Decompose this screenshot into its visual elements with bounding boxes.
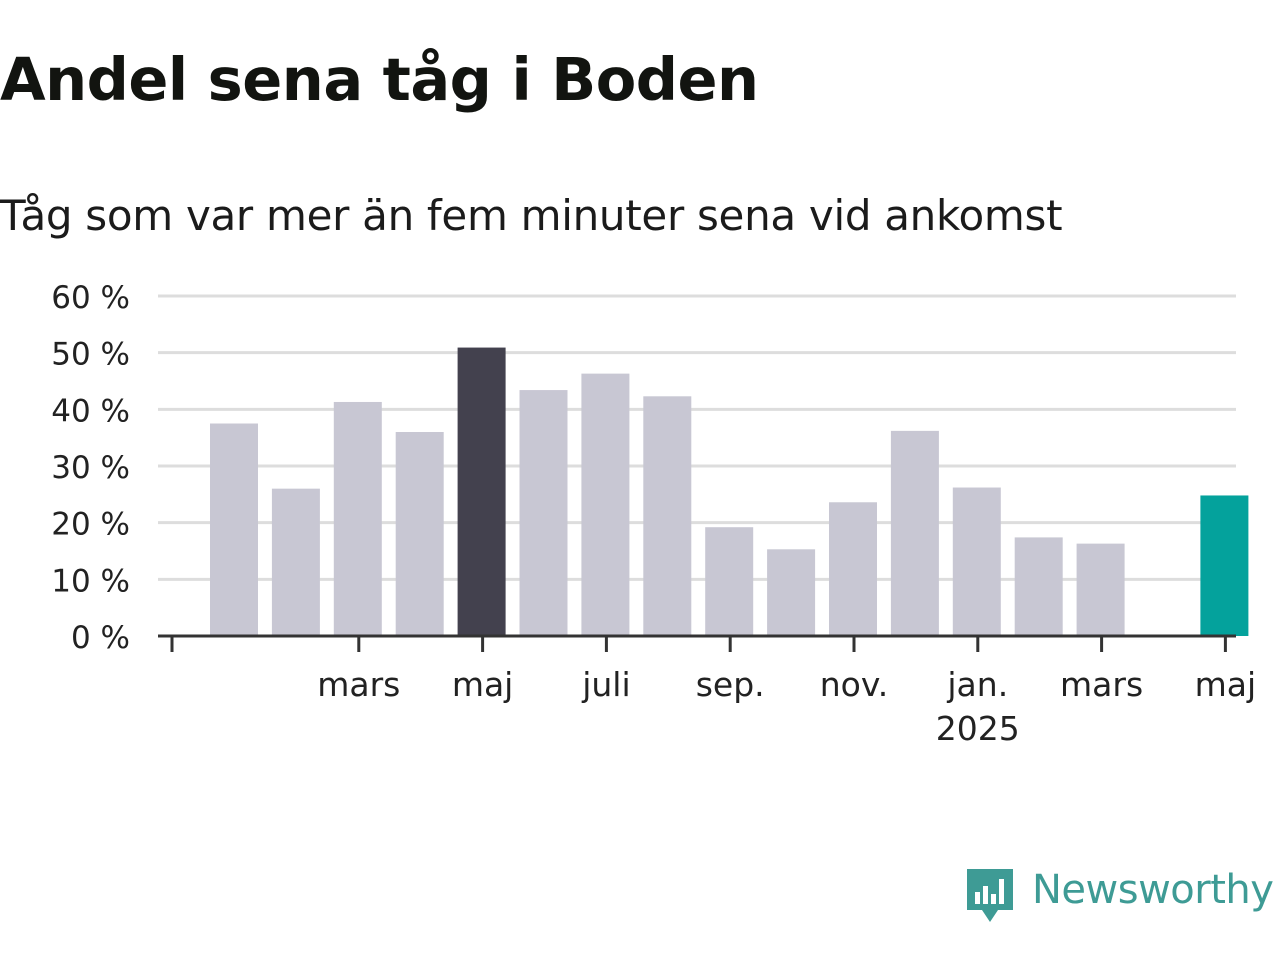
x-tick-label: maj <box>452 665 514 704</box>
y-tick-label: 50 % <box>51 337 130 373</box>
y-tick-label: 10 % <box>51 563 130 599</box>
y-tick-label: 40 % <box>51 393 130 429</box>
bar-2025-03 <box>1076 543 1125 636</box>
x-tick-label: jan. <box>946 665 1008 704</box>
bar-2024-02 <box>271 488 320 636</box>
chart-title: Andel sena tåg i Boden <box>0 45 759 114</box>
bar-2024-04 <box>395 432 444 636</box>
bar-2024-07 <box>581 373 630 636</box>
bars <box>210 347 1249 636</box>
x-tick-label: maj <box>1195 665 1257 704</box>
bar-2024-08 <box>643 396 692 636</box>
x-tick-label: sep. <box>696 665 765 704</box>
bar-2024-12 <box>890 430 939 636</box>
x-tick-label: nov. <box>820 665 889 704</box>
y-tick-label: 20 % <box>51 507 130 543</box>
x-tick-label: mars <box>317 665 400 704</box>
y-tick-label: 0 % <box>71 620 130 656</box>
chart-subtitle: Tåg som var mer än fem minuter sena vid … <box>0 191 1063 240</box>
bar-chart: 0 % 10 % 20 % 30 % 40 % 50 % 60 % mars maj juli s… <box>51 280 1256 748</box>
bar-2024-05 <box>457 347 506 636</box>
bar-2024-11 <box>829 502 877 636</box>
newsworthy-chart-bubble-icon <box>967 869 1013 922</box>
bar-2024-06 <box>519 390 568 636</box>
bar-2025-01 <box>952 487 1001 636</box>
bar-2024-09 <box>705 527 754 636</box>
brand-name: Newsworthy <box>1032 867 1274 913</box>
x-axis <box>158 634 1236 652</box>
bar-2024-01 <box>210 423 258 636</box>
bar-2024-03 <box>333 401 382 636</box>
bar-2025-05 <box>1200 495 1249 636</box>
y-axis-tick-labels: 0 % 10 % 20 % 30 % 40 % 50 % 60 % <box>51 280 130 656</box>
x-tick-label: juli <box>581 665 630 704</box>
bar-2025-02 <box>1014 537 1063 636</box>
x-axis-tick-labels: mars maj juli sep. nov. jan. 2025 mars maj <box>317 665 1256 748</box>
x-tick-sublabel: 2025 <box>936 709 1020 748</box>
newsworthy-logo: Newsworthy <box>962 860 1278 930</box>
bar-2024-10 <box>767 549 816 636</box>
x-tick-label: mars <box>1060 665 1143 704</box>
y-tick-label: 30 % <box>51 450 130 486</box>
y-tick-label: 60 % <box>51 280 130 316</box>
